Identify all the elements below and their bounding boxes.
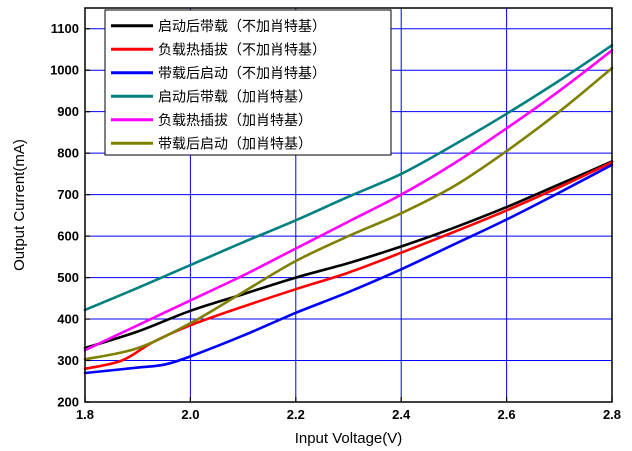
axis-ticks: 1.8 2.0 2.2 2.4 2.6 2.8 200 300 400 500 600 700 800 9… — [50, 21, 621, 422]
legend-entry: 带载后启动（加肖特基） — [158, 135, 312, 152]
y-tick-label: 300 — [57, 353, 79, 368]
legend-entry: 启动后带载（不加肖特基） — [158, 18, 326, 35]
x-axis-label: Input Voltage(V) — [295, 430, 403, 447]
y-tick-label: 200 — [57, 395, 79, 410]
y-axis-label: Output Current(mA) — [11, 139, 28, 271]
plot-frame — [84, 7, 613, 403]
legend-entry: 带载后启动（不加肖特基） — [158, 65, 326, 82]
legend: 启动后带载（不加肖特基） 负载热插拔（不加肖特基） 带载后启动（不加肖特基） 启动后带… — [104, 9, 392, 156]
legend-entry: 启动后带载（加肖特基） — [158, 88, 312, 105]
y-tick-label: 600 — [57, 229, 79, 244]
legend-box — [104, 9, 392, 156]
y-tick-label: 1100 — [51, 21, 79, 36]
x-tick-label: 2.8 — [603, 407, 621, 422]
y-tick-label: 800 — [57, 146, 79, 161]
legend-entry: 负载热插拔（不加肖特基） — [158, 41, 326, 58]
series-line-6 — [83, 66, 614, 361]
y-tick-label: 500 — [57, 270, 79, 285]
y-tick-label: 400 — [57, 312, 79, 327]
series-line-4 — [83, 44, 614, 312]
y-tick-label: 900 — [57, 104, 79, 119]
series-line-3 — [83, 163, 614, 375]
x-tick-label: 1.8 — [76, 407, 94, 422]
y-tick-label: 1000 — [50, 63, 79, 78]
legend-entry: 负载热插拔（加肖特基） — [158, 112, 312, 129]
x-tick-label: 2.0 — [181, 407, 199, 422]
x-tick-label: 2.4 — [392, 407, 411, 422]
series-line-1 — [83, 160, 614, 350]
x-tick-label: 2.2 — [287, 407, 305, 422]
y-tick-label: 700 — [57, 187, 79, 202]
series-line-5 — [83, 49, 614, 352]
series-lines — [83, 44, 614, 375]
x-tick-label: 2.6 — [498, 407, 516, 422]
